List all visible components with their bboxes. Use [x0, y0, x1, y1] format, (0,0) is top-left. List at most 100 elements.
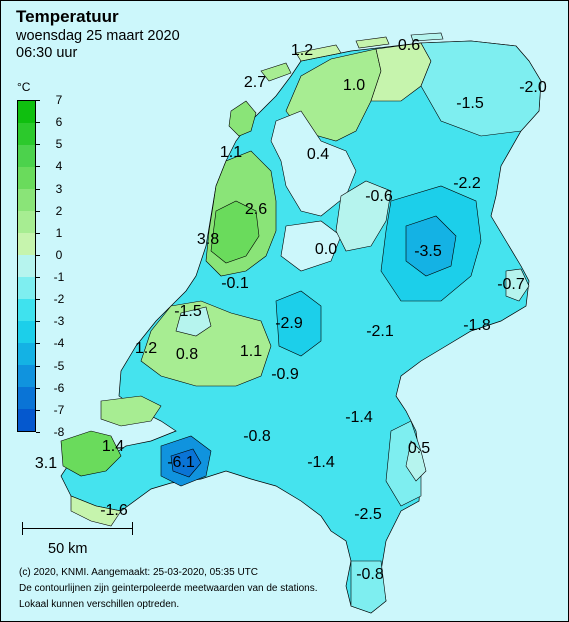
disclaimer-line-2: Lokaal kunnen verschillen optreden. — [19, 599, 180, 610]
map-date: woensdag 25 maart 2020 — [16, 28, 180, 44]
station-temperature-label: -2.0 — [519, 79, 547, 96]
station-temperature-label: 3.1 — [35, 455, 57, 472]
station-temperature-label: -1.4 — [345, 409, 373, 426]
station-temperature-label: 2.6 — [245, 201, 267, 218]
legend-tick-label: 6 — [55, 115, 63, 130]
legend-tick-label: -2 — [53, 292, 65, 307]
zone-zeeland-mild — [100, 395, 162, 427]
station-temperature-label: -0.1 — [221, 275, 249, 292]
scale-label: 50 km — [48, 541, 88, 557]
station-temperature-label: -2.1 — [366, 323, 394, 340]
legend-unit: °C — [17, 80, 31, 94]
station-temperature-label: 0.0 — [315, 241, 337, 258]
station-temperature-label: 1.1 — [220, 144, 242, 161]
legend-color-step — [18, 365, 35, 387]
zone-zuid-holland — [140, 300, 272, 387]
zone-zeeland-coldest — [170, 448, 202, 478]
island-ameland — [355, 36, 390, 49]
scale-bar-left-cap — [22, 522, 23, 535]
legend-tick-mark — [36, 210, 40, 212]
zone-limburg-mild — [405, 440, 427, 482]
legend-tick-label: 7 — [55, 93, 63, 107]
legend-tick-mark — [36, 122, 40, 124]
station-temperature-label: 1.2 — [135, 340, 157, 357]
station-temperature-label: 1.2 — [291, 42, 313, 59]
island-terschelling — [295, 44, 342, 62]
station-temperature-label: -3.5 — [414, 243, 442, 260]
zone-zh-light — [175, 306, 212, 337]
legend-tick-label: 2 — [55, 203, 63, 218]
station-temperature-label: 0.8 — [176, 346, 198, 363]
scale-bar — [22, 528, 133, 529]
legend-tick-label: 5 — [55, 137, 63, 152]
station-temperature-label: -1.8 — [463, 317, 491, 334]
zone-holland-warm — [210, 200, 260, 264]
legend-color-step — [18, 343, 35, 365]
station-temperature-label: -0.8 — [356, 566, 384, 583]
legend-tick-mark — [36, 144, 40, 146]
station-temperature-label: -1.6 — [100, 502, 128, 519]
station-temperature-label: -2.5 — [354, 506, 382, 523]
markermeer — [280, 220, 342, 272]
legend-color-step — [18, 409, 35, 431]
color-legend — [17, 100, 36, 432]
station-temperature-label: -0.7 — [497, 276, 525, 293]
station-temperature-label: -0.6 — [365, 188, 393, 205]
legend-tick-mark — [36, 387, 40, 389]
station-temperature-label: -2.9 — [275, 315, 303, 332]
legend-color-step — [18, 145, 35, 167]
station-temperature-label: -6.1 — [167, 454, 195, 471]
legend-color-step — [18, 299, 35, 321]
legend-color-step — [18, 387, 35, 409]
legend-tick-mark — [36, 166, 40, 168]
map-title: Temperatuur — [16, 7, 119, 26]
disclaimer-line-1: De contourlijnen zijn geinterpoleerde me… — [19, 583, 318, 594]
legend-color-step — [18, 189, 35, 211]
scale-bar-right-cap — [132, 522, 133, 535]
zone-zeeland-south — [70, 495, 122, 527]
legend-tick-mark — [36, 188, 40, 190]
station-temperature-label: 1.4 — [102, 438, 124, 455]
station-temperature-label: 1.1 — [240, 343, 262, 360]
map-time: 06:30 uur — [16, 45, 78, 61]
station-temperature-label: 0.4 — [307, 146, 329, 163]
legend-tick-mark — [36, 432, 40, 433]
station-temperature-label: 0.6 — [398, 37, 420, 54]
legend-tick-label: -7 — [53, 402, 65, 417]
zone-ne-light — [420, 40, 542, 137]
legend-tick-mark — [36, 409, 40, 411]
zone-utrecht-cold — [275, 290, 322, 357]
legend-color-step — [18, 101, 35, 123]
station-temperature-label: -0.9 — [271, 366, 299, 383]
ijsselmeer — [270, 110, 357, 217]
station-temperature-label: -1.5 — [456, 95, 484, 112]
legend-color-step — [18, 167, 35, 189]
island-schiermonnikoog — [410, 32, 444, 42]
legend-color-step — [18, 233, 35, 255]
legend-tick-label: -1 — [53, 270, 65, 285]
legend-tick-label: -6 — [53, 380, 65, 395]
legend-tick-label: -8 — [53, 425, 65, 439]
copyright-note: (c) 2020, KNMI. Aangemaakt: 25-03-2020, … — [19, 567, 259, 578]
zone-east-colder — [405, 215, 457, 277]
legend-tick-mark — [36, 299, 40, 301]
station-temperature-label: 3.8 — [197, 231, 219, 248]
legend-color-step — [18, 255, 35, 277]
legend-tick-mark — [36, 254, 40, 256]
station-temperature-label: -1.4 — [307, 454, 335, 471]
legend-tick-label: 0 — [55, 247, 63, 262]
station-temperature-label: 1.0 — [343, 77, 365, 94]
legend-color-step — [18, 211, 35, 233]
legend-tick-mark — [36, 277, 40, 279]
zone-flevoland — [335, 180, 392, 252]
legend-tick-mark — [36, 343, 40, 345]
legend-tick-mark — [36, 100, 40, 101]
legend-tick-mark — [36, 232, 40, 234]
legend-tick-mark — [36, 365, 40, 367]
legend-tick-label: -3 — [53, 314, 65, 329]
station-temperature-label: -0.8 — [243, 428, 271, 445]
legend-color-step — [18, 277, 35, 299]
legend-color-step — [18, 123, 35, 145]
